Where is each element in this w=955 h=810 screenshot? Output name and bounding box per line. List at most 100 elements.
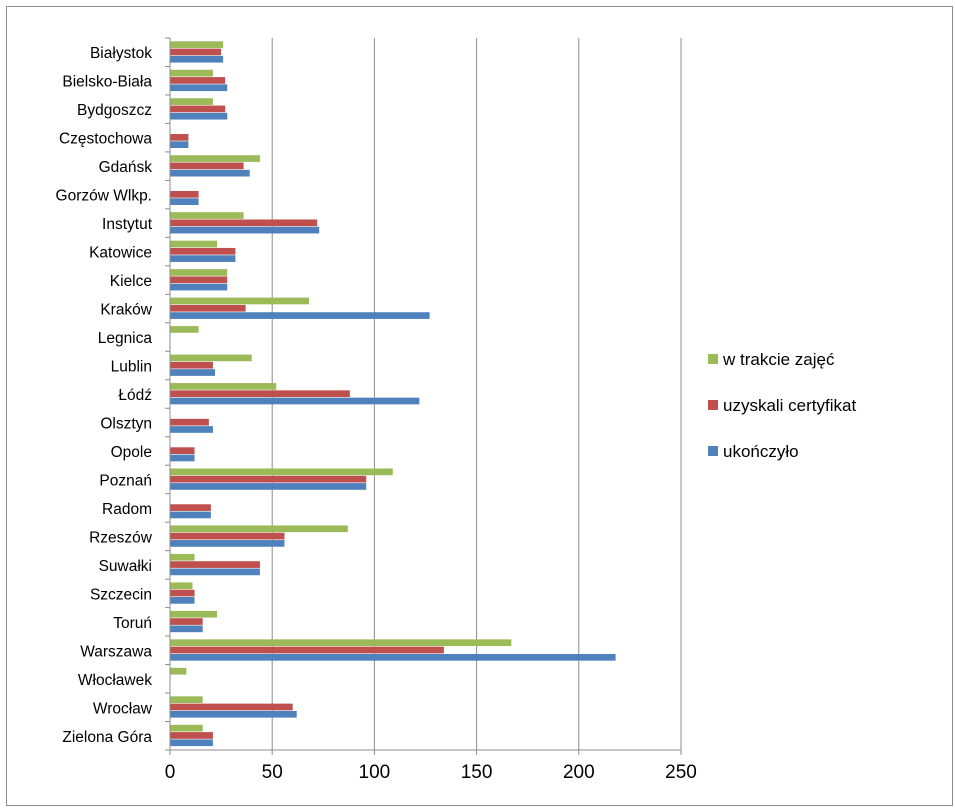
legend-label-ukonczylo: ukończyło [723,442,799,461]
legend-swatch-uzyskali-certyfikat [708,400,718,410]
bar-uzyskali-certyfikat-wroclaw [170,703,293,711]
category-label-wroclaw: Wrocław [93,700,153,717]
bar-uzyskali-certyfikat-bydgoszcz [170,105,226,113]
bar-ukonczylo-bialystok [170,55,224,63]
category-label-kielce: Kielce [110,273,152,290]
bar-ukonczylo-kielce [170,283,228,291]
bar-ukonczylo-szczecin [170,597,195,604]
bar-ukonczylo-wroclaw [170,710,297,718]
bar-w-trakcie-zajec-legnica [170,326,199,333]
category-label-radom: Radom [102,501,152,518]
x-tick-label: 150 [461,762,493,783]
bar-ukonczylo-rzeszow [170,540,285,547]
bar-uzyskali-certyfikat-instytut [170,219,318,227]
bar-w-trakcie-zajec-zielona-gora [170,724,203,732]
category-label-rzeszow: Rzeszów [89,529,153,546]
bar-ukonczylo-radom [170,511,211,519]
bar-w-trakcie-zajec-szczecin [170,582,193,590]
bar-uzyskali-certyfikat-opole [170,447,195,455]
bar-ukonczylo-warszawa [170,653,616,661]
bar-uzyskali-certyfikat-suwalki [170,561,260,568]
bar-ukonczylo-suwalki [170,568,260,576]
legend-swatch-w-trakcie-zajec [708,354,718,364]
bar-w-trakcie-zajec-lodz [170,383,277,390]
x-tick-label: 100 [359,762,391,783]
bar-uzyskali-certyfikat-lodz [170,390,350,398]
bar-uzyskali-certyfikat-katowice [170,247,236,255]
bar-uzyskali-certyfikat-rzeszow [170,532,285,540]
bar-w-trakcie-zajec-wroclaw [170,696,203,704]
x-tick-label: 50 [262,762,283,783]
category-label-bielsko-biala: Bielsko-Biała [62,74,152,91]
bar-w-trakcie-zajec-suwalki [170,553,195,561]
bar-uzyskali-certyfikat-radom [170,504,211,511]
chart-area: Białystok Bielsko-Biała Bydgoszcz Częstocho… [6,6,953,806]
category-label-wloclawek: Włocławek [78,672,152,689]
bar-w-trakcie-zajec-poznan [170,468,393,476]
bar-ukonczylo-lodz [170,397,420,405]
category-label-czestochowa: Częstochowa [59,131,152,148]
axes [165,37,682,755]
bar-uzyskali-certyfikat-kielce [170,276,228,284]
bar-ukonczylo-zielona-gora [170,739,213,747]
bar-uzyskali-certyfikat-bialystok [170,48,222,56]
legend: w trakcie zajęć uzyskali certyfikat ukończ… [708,350,856,461]
bar-uzyskali-certyfikat-poznan [170,475,367,483]
category-labels: Białystok Bielsko-Biała Bydgoszcz Częstocho… [56,45,153,746]
bar-uzyskali-certyfikat-olsztyn [170,418,209,426]
category-label-suwalki: Suwałki [99,558,152,575]
bar-w-trakcie-zajec-katowice [170,240,218,248]
gridlines [271,38,682,750]
bar-uzyskali-certyfikat-gdansk [170,162,244,170]
bar-w-trakcie-zajec-lublin [170,354,252,362]
bar-ukonczylo-torun [170,625,203,633]
bar-uzyskali-certyfikat-bielsko-biala [170,77,226,84]
x-tick-label: 200 [563,762,595,783]
bar-ukonczylo-czestochowa [170,141,189,149]
legend-label-uzyskali-certyfikat: uzyskali certyfikat [723,396,856,415]
category-label-szczecin: Szczecin [90,586,152,603]
bar-uzyskali-certyfikat-zielona-gora [170,732,213,739]
bar-w-trakcie-zajec-bydgoszcz [170,98,213,105]
bar-w-trakcie-zajec-gdansk [170,155,260,162]
bar-uzyskali-certyfikat-czestochowa [170,134,189,141]
category-label-lodz: Łódź [118,387,152,404]
bar-w-trakcie-zajec-kielce [170,269,228,276]
bar-uzyskali-certyfikat-warszawa [170,646,444,654]
bar-ukonczylo-lublin [170,369,215,376]
category-label-bydgoszcz: Bydgoszcz [77,102,152,119]
bar-uzyskali-certyfikat-lublin [170,361,213,369]
category-label-poznan: Poznań [99,472,152,489]
category-label-warszawa: Warszawa [80,643,152,660]
bar-ukonczylo-poznan [170,483,367,490]
category-label-lublin: Lublin [111,359,152,376]
bar-uzyskali-certyfikat-torun [170,618,203,625]
category-label-bialystok: Białystok [90,45,152,62]
bar-ukonczylo-gorzow-wlkp [170,198,199,205]
bar-uzyskali-certyfikat-krakow [170,304,246,312]
bar-ukonczylo-bielsko-biala [170,84,228,92]
bar-w-trakcie-zajec-warszawa [170,639,512,647]
category-label-legnica: Legnica [98,330,153,347]
category-label-krakow: Kraków [100,302,152,319]
x-tick-label: 0 [165,762,176,783]
bar-w-trakcie-zajec-torun [170,610,218,618]
x-tick-labels: 0 50 100 150 200 250 [165,762,697,783]
bar-w-trakcie-zajec-bialystok [170,41,224,48]
x-tick-label: 250 [665,762,697,783]
bar-ukonczylo-olsztyn [170,426,213,433]
category-label-torun: Toruń [113,615,152,632]
bar-w-trakcie-zajec-rzeszow [170,525,348,533]
bar-ukonczylo-instytut [170,226,320,234]
category-label-zielona-gora: Zielona Góra [62,729,152,746]
bar-uzyskali-certyfikat-szczecin [170,589,195,597]
category-label-katowice: Katowice [89,245,152,262]
bar-ukonczylo-opole [170,454,195,462]
bar-ukonczylo-gdansk [170,169,250,177]
category-label-instytut: Instytut [102,216,153,233]
bar-uzyskali-certyfikat-gorzow-wlkp [170,190,199,198]
bars [170,41,616,747]
bar-w-trakcie-zajec-krakow [170,297,309,305]
legend-label-w-trakcie-zajec: w trakcie zajęć [722,350,835,369]
legend-swatch-ukonczylo [708,446,718,456]
